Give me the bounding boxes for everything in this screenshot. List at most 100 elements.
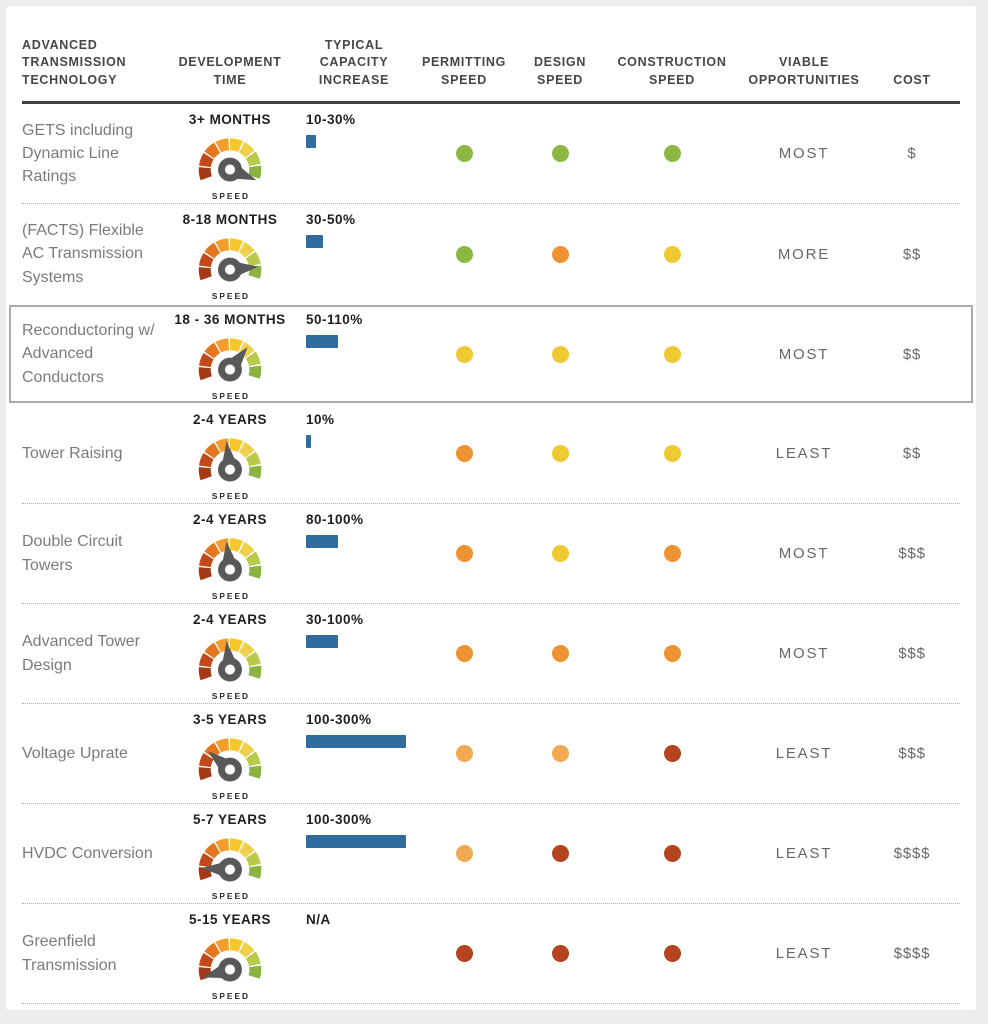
capacity-increase-value: 100-300% (306, 712, 372, 727)
table-row: Tower Raising 2-4 YEARS SPEED 10% LEAST $$ (22, 404, 960, 504)
capacity-increase-value: 50-110% (306, 312, 363, 327)
technology-name: (FACTS) Flexible AC Transmission Systems (22, 222, 144, 286)
permitting-speed-cell (418, 404, 510, 503)
permitting-speed-dot (455, 845, 473, 862)
gauge-segment (248, 965, 262, 979)
cost-cell: $$ (874, 304, 950, 404)
header-capacity-increase-label: TYPICAL CAPACITY INCREASE (318, 37, 390, 87)
permitting-speed-dot (455, 745, 473, 762)
gauge-needle-hole (224, 664, 236, 675)
design-speed-dot (551, 745, 569, 762)
gauge-segment (215, 238, 229, 253)
gauge-segment (215, 938, 229, 953)
viable-opportunities-value: MOST (778, 345, 830, 363)
gauge-segment (198, 767, 212, 781)
cost-cell: $ (874, 104, 950, 203)
cost-value: $ (907, 145, 917, 162)
technology-name-cell: Double Circuit Towers (22, 504, 170, 603)
cost-value: $$ (902, 245, 922, 263)
technology-name: Advanced Tower Design (22, 633, 140, 674)
design-speed-cell (510, 104, 610, 203)
design-speed-cell (510, 704, 610, 803)
gauge-segment (204, 942, 221, 959)
header-viable-opportunities: VIABLE OPPORTUNITIES (734, 54, 874, 89)
capacity-increase-value: 30-50% (306, 212, 356, 227)
gauge-segment (245, 251, 261, 267)
gauge-segment (198, 567, 212, 581)
technology-name: Double Circuit Towers (22, 533, 123, 574)
gauge-segment (204, 842, 221, 859)
development-time-cell: 2-4 YEARS SPEED (170, 504, 290, 603)
permitting-speed-dot (455, 945, 473, 962)
design-speed-dot (551, 245, 569, 263)
speed-gauge-icon: SPEED (198, 438, 262, 501)
gauge-needle-hole (224, 564, 236, 575)
construction-speed-cell (610, 704, 734, 803)
cost-value: $$$$ (893, 845, 931, 862)
permitting-speed-cell (418, 604, 510, 703)
capacity-increase-cell: 100-300% (290, 804, 418, 903)
gauge-segment (230, 838, 243, 853)
construction-speed-cell (610, 604, 734, 703)
capacity-increase-cell: 30-100% (290, 604, 418, 703)
gauge-segment (198, 167, 212, 181)
gauge-needle (220, 641, 240, 671)
gauge-speed-label: SPEED (212, 892, 250, 901)
table-row: GETS including Dynamic Line Ratings 3+ MO… (22, 104, 960, 204)
speed-gauge-icon: SPEED (198, 838, 262, 901)
gauge-segment (230, 538, 243, 553)
cost-cell: $$$ (874, 604, 950, 703)
gauge-segment (230, 438, 243, 453)
gauge-segment (245, 451, 261, 467)
comparison-table: ADVANCED TRANSMISSION TECHNOLOGY DEVELOP… (6, 6, 976, 1010)
cost-cell: $$$ (874, 704, 950, 803)
gauge-needle (220, 541, 240, 571)
gauge-segment (230, 938, 243, 953)
header-viable-opportunities-label: VIABLE OPPORTUNITIES (748, 55, 860, 87)
table-header: ADVANCED TRANSMISSION TECHNOLOGY DEVELOP… (22, 12, 960, 104)
gauge-segment (230, 738, 243, 753)
gauge-segment (204, 642, 221, 659)
gauge-segment (248, 165, 262, 179)
capacity-increase-cell: 80-100% (290, 504, 418, 603)
capacity-bar (306, 635, 338, 648)
technology-name-cell: GETS including Dynamic Line Ratings (22, 104, 170, 203)
gauge-needle-hole (224, 764, 236, 775)
development-time-cell: 3+ MONTHS SPEED (170, 104, 290, 203)
viable-opportunities-value: MOST (778, 145, 830, 162)
gauge-segment (245, 651, 261, 667)
speed-gauge-icon: SPEED (198, 538, 262, 601)
table-row: Reconductoring w/ Advanced Conductors 18 … (9, 304, 973, 404)
viable-opportunities-cell: LEAST (734, 404, 874, 503)
gauge-segment (215, 338, 229, 353)
permitting-speed-dot (455, 245, 473, 263)
development-time-value: 5-15 YEARS (188, 912, 272, 927)
development-time-value: 2-4 YEARS (192, 412, 268, 427)
gauge-segment (198, 267, 212, 281)
development-time-cell: 2-4 YEARS SPEED (170, 404, 290, 503)
gauge-segment (230, 138, 243, 153)
construction-speed-cell (610, 904, 734, 1003)
permitting-speed-cell (418, 104, 510, 203)
permitting-speed-dot (455, 345, 473, 363)
cost-value: $$$$ (893, 945, 931, 962)
gauge-segment (204, 242, 221, 259)
gauge-needle-hole (224, 964, 236, 975)
cost-value: $$$ (898, 545, 926, 562)
gauge-segment (238, 441, 255, 458)
construction-speed-cell (610, 204, 734, 304)
design-speed-dot (551, 945, 569, 962)
table-row: Advanced Tower Design 2-4 YEARS SPEED 30-10… (22, 604, 960, 704)
gauge-segment (198, 453, 214, 468)
gauge-segment (245, 851, 261, 867)
permitting-speed-cell (418, 704, 510, 803)
gauge-segment (248, 465, 262, 479)
technology-name: GETS including Dynamic Line Ratings (22, 121, 134, 186)
gauge-segment (198, 853, 214, 868)
viable-opportunities-cell: LEAST (734, 804, 874, 903)
table-row: Voltage Uprate 3-5 YEARS SPEED 100-300% LEAS… (22, 704, 960, 804)
construction-speed-cell (610, 404, 734, 503)
gauge-segment (238, 541, 255, 558)
speed-gauge-icon: SPEED (198, 738, 262, 801)
construction-speed-cell (610, 104, 734, 203)
